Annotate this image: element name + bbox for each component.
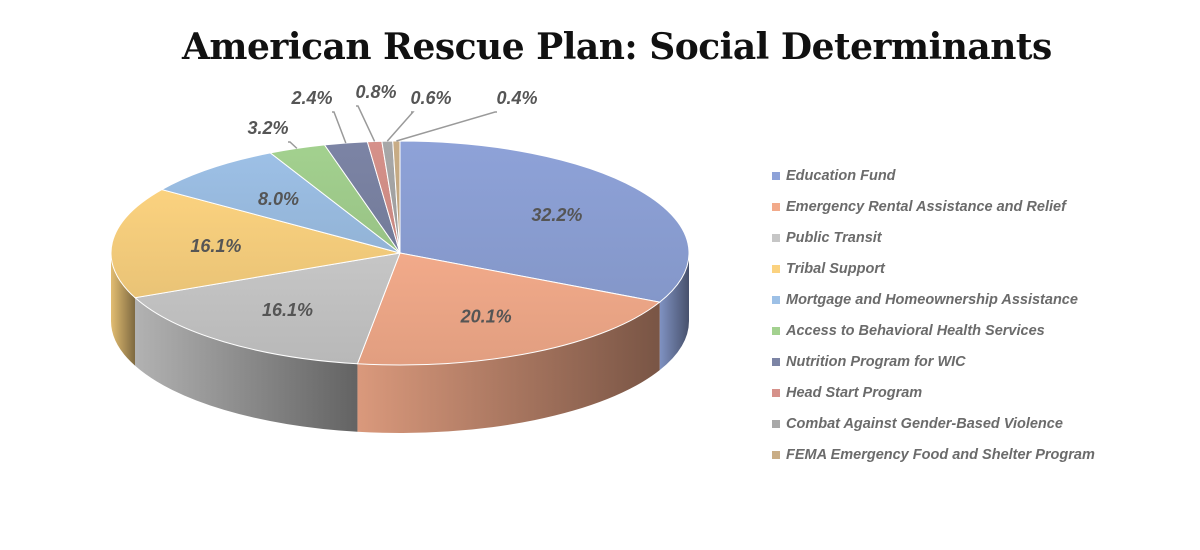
- legend-label: Public Transit: [786, 229, 882, 246]
- pie-side-emergency-rental-assistance-and-relief: [357, 302, 660, 433]
- leader-line-head-start-program: [356, 105, 376, 142]
- data-label-combat-against-gender-based-violence: 0.6%: [410, 88, 451, 108]
- pie-side-tribal-support: [111, 253, 135, 366]
- legend-item-head-start-program: Head Start Program: [772, 377, 1095, 408]
- pie-side-public-transit: [134, 297, 358, 432]
- legend-label: Nutrition Program for WIC: [786, 353, 966, 370]
- legend-item-fema-emergency-food-and-shelter-program: FEMA Emergency Food and Shelter Program: [772, 439, 1095, 470]
- pie-slice-public-transit: [133, 252, 401, 365]
- legend-item-combat-against-gender-based-violence: Combat Against Gender-Based Violence: [772, 408, 1095, 439]
- legend-label: Head Start Program: [786, 384, 923, 401]
- legend: Education Fund Emergency Rental Assistanc…: [772, 160, 1095, 470]
- data-label-fema-emergency-food-and-shelter-program: 0.4%: [496, 88, 537, 108]
- data-label-education-fund: 32.2%: [531, 205, 582, 225]
- pie-slice-education-fund: [399, 140, 690, 303]
- leader-line-combat-against-gender-based-violence: [386, 111, 415, 142]
- legend-swatch: [772, 450, 780, 459]
- pie-slice-tribal-support: [110, 189, 401, 299]
- data-label-access-to-behavioral-health-services: 3.2%: [247, 118, 288, 138]
- legend-item-access-to-behavioral-health-services: Access to Behavioral Health Services: [772, 315, 1095, 346]
- legend-item-public-transit: Public Transit: [772, 222, 1095, 253]
- legend-swatch: [772, 264, 780, 273]
- legend-swatch: [772, 295, 780, 304]
- legend-label: Mortgage and Homeownership Assistance: [786, 291, 1078, 308]
- leader-line-fema-emergency-food-and-shelter-program: [396, 111, 497, 142]
- legend-swatch: [772, 171, 780, 180]
- leader-line-nutrition-program-for-wic: [332, 111, 347, 144]
- legend-label: FEMA Emergency Food and Shelter Program: [786, 446, 1095, 463]
- legend-item-mortgage-and-homeownership-assistance: Mortgage and Homeownership Assistance: [772, 284, 1095, 315]
- legend-label: Access to Behavioral Health Services: [786, 322, 1045, 339]
- legend-swatch: [772, 202, 780, 211]
- legend-swatch: [772, 326, 780, 335]
- chart-title: American Rescue Plan: Social Determinant…: [182, 26, 1052, 68]
- data-label-tribal-support: 16.1%: [190, 236, 241, 256]
- legend-swatch: [772, 419, 780, 428]
- legend-label: Emergency Rental Assistance and Relief: [786, 198, 1066, 215]
- data-label-emergency-rental-assistance-and-relief: 20.1%: [460, 306, 512, 326]
- pie-slice-mortgage-and-homeownership-assistance: [160, 152, 401, 254]
- legend-label: Tribal Support: [786, 260, 885, 277]
- legend-label: Combat Against Gender-Based Violence: [786, 415, 1063, 432]
- data-label-mortgage-and-homeownership-assistance: 8.0%: [258, 189, 299, 209]
- legend-item-education-fund: Education Fund: [772, 160, 1095, 191]
- legend-item-nutrition-program-for-wic: Nutrition Program for WIC: [772, 346, 1095, 377]
- pie-top-faces: [110, 140, 690, 366]
- legend-item-emergency-rental-assistance-and-relief: Emergency Rental Assistance and Relief: [772, 191, 1095, 222]
- legend-label: Education Fund: [786, 167, 896, 184]
- pie-slice-emergency-rental-assistance-and-relief: [356, 252, 661, 366]
- legend-swatch: [772, 233, 780, 242]
- data-label-public-transit: 16.1%: [262, 300, 313, 320]
- data-label-head-start-program: 0.8%: [355, 82, 396, 102]
- legend-swatch: [772, 357, 780, 366]
- data-labels: 32.2% 20.1% 16.1% 16.1% 8.0% 3.2%2.4% 0.8% 0.6%…: [190, 82, 582, 326]
- legend-swatch: [772, 388, 780, 397]
- leader-lines: [288, 105, 497, 149]
- data-label-nutrition-program-for-wic: 2.4%: [290, 88, 332, 108]
- legend-item-tribal-support: Tribal Support: [772, 253, 1095, 284]
- leader-line-access-to-behavioral-health-services: [288, 141, 298, 149]
- pie-side-walls: [111, 253, 689, 433]
- pie-side-education-fund: [659, 253, 689, 371]
